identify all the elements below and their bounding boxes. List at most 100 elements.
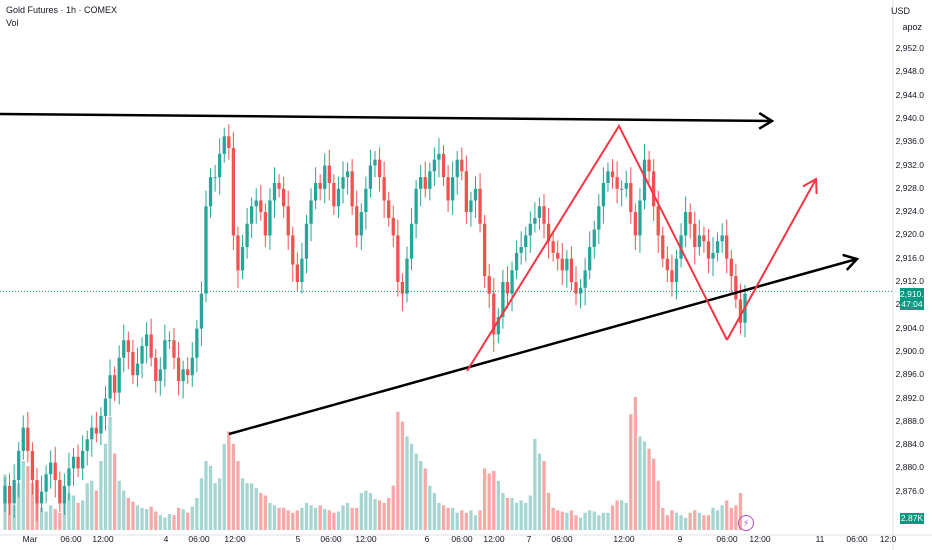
lightning-bolt-icon[interactable]: ⚡ <box>738 515 754 531</box>
price-tick-label: 2,888.0 <box>895 415 924 426</box>
candle-body <box>725 235 729 259</box>
volume-bar <box>665 515 669 530</box>
time-tick-label: 06:00 <box>551 534 573 544</box>
candle-body <box>560 258 564 271</box>
volume-bar <box>199 478 204 530</box>
volume-bar <box>638 436 642 530</box>
candle-body <box>190 357 194 376</box>
last-price-badge: 2,910.4 47:04 <box>900 288 928 310</box>
candle-body <box>90 427 94 440</box>
candle-body <box>688 212 692 224</box>
volume-bar <box>176 507 181 530</box>
currency-label[interactable]: USD <box>890 6 910 16</box>
candle-body <box>213 177 217 179</box>
candle-body <box>601 182 606 207</box>
candle-body <box>245 223 249 248</box>
volume-bar <box>501 493 505 530</box>
volume-bar <box>419 461 423 530</box>
candle-body <box>542 206 546 224</box>
candle-body <box>81 450 85 469</box>
candle-body <box>195 328 199 358</box>
candle-body <box>706 241 711 259</box>
volume-bar <box>103 443 108 530</box>
price-tick-label: 2,904.0 <box>895 322 924 333</box>
candle-body <box>291 235 295 265</box>
price-tick-label: 2,916.0 <box>895 252 924 263</box>
candle-body <box>309 200 313 224</box>
volume-bar <box>387 497 391 530</box>
candle-body <box>176 357 181 382</box>
volume-bar <box>414 453 418 530</box>
candle-body <box>588 247 592 271</box>
volume-bar <box>615 500 619 530</box>
volume-bar <box>131 501 135 530</box>
volume-bar <box>126 497 130 530</box>
candle-body <box>268 200 272 236</box>
volume-bar <box>597 515 601 530</box>
time-tick-label: 12:00 <box>749 534 771 544</box>
candle-body <box>163 340 167 370</box>
candle-body <box>250 206 254 224</box>
price-tick-label: 2,928.0 <box>895 182 924 193</box>
volume-bar <box>172 515 176 530</box>
support-trendline-head <box>842 253 860 271</box>
volume-bar <box>551 507 555 530</box>
candle-body <box>432 159 437 172</box>
volume-bar <box>263 495 268 530</box>
price-tick-label: 2,932.0 <box>895 159 924 170</box>
volume-indicator-label[interactable]: Vol <box>6 18 19 28</box>
candle-body <box>455 159 459 178</box>
price-tick-label: 2,936.0 <box>895 136 924 147</box>
volume-bar <box>245 483 249 530</box>
candle-body <box>574 282 578 294</box>
volume-bar <box>213 483 217 530</box>
candle-body <box>254 200 258 207</box>
volume-bar <box>195 497 199 530</box>
price-tick-label: 2,924.0 <box>895 206 924 217</box>
candle-body <box>501 282 505 317</box>
candle-body <box>12 480 16 504</box>
volume-bar <box>432 493 437 530</box>
candle-body <box>615 177 619 189</box>
candle-body <box>487 276 491 294</box>
candle-body <box>391 217 395 236</box>
volume-bar <box>565 512 569 530</box>
candle-body <box>172 340 176 358</box>
candle-body <box>7 485 12 504</box>
candle-body <box>154 357 158 382</box>
candle-body <box>610 171 615 178</box>
volume-bar <box>286 510 290 530</box>
volume-bar <box>528 495 532 530</box>
candle-body <box>469 200 473 213</box>
time-tick-label: 06:00 <box>60 534 82 544</box>
volume-bar <box>441 505 446 530</box>
candle-body <box>693 223 697 248</box>
candle-body <box>377 159 382 178</box>
candle-body <box>519 247 523 253</box>
candle-body <box>85 439 89 451</box>
volume-bar <box>592 511 596 530</box>
candle-body <box>281 188 286 207</box>
candle-body <box>355 206 359 236</box>
volume-bar <box>537 453 542 530</box>
time-tick-label: 9 <box>677 534 683 544</box>
candle-body <box>729 258 733 277</box>
candle-body <box>227 136 231 149</box>
candle-body <box>556 252 560 259</box>
candle-body <box>181 369 185 382</box>
candle-body <box>638 200 642 236</box>
volume-bar <box>259 493 263 530</box>
candle-body <box>419 177 423 189</box>
candle-body <box>53 462 57 481</box>
candle-body <box>108 375 112 399</box>
axis-mode-label[interactable]: apoz <box>902 22 922 32</box>
candle-body <box>496 316 500 335</box>
volume-bar <box>464 512 469 530</box>
volume-bar <box>313 507 318 530</box>
volume-bar <box>519 500 523 530</box>
candle-body <box>720 235 724 242</box>
candle-body <box>382 177 386 201</box>
symbol-title[interactable]: Gold Futures · 1h · COMEX <box>6 5 118 15</box>
